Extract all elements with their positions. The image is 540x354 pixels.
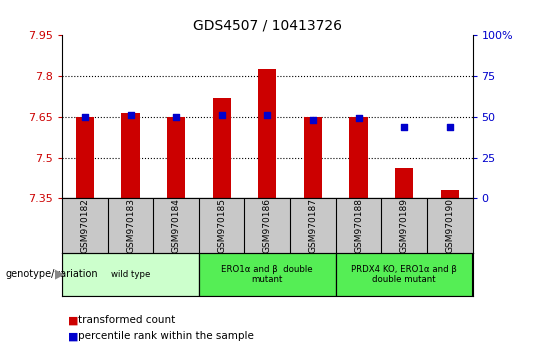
Point [263,112,272,118]
Bar [336,253,472,296]
Bar [199,253,336,296]
Bar [349,118,368,198]
Text: GSM970188: GSM970188 [354,198,363,253]
Bar [441,190,459,198]
Bar [167,117,185,198]
Point [308,117,317,123]
Point [80,114,89,120]
Text: GSM970190: GSM970190 [445,198,454,253]
Point [446,124,454,130]
Title: GDS4507 / 10413726: GDS4507 / 10413726 [193,19,342,33]
Text: GSM970189: GSM970189 [400,198,409,253]
Bar [258,69,276,198]
Point [400,124,408,130]
Bar [395,169,413,198]
Text: GSM970185: GSM970185 [217,198,226,253]
Bar [62,253,199,296]
Text: ■: ■ [68,315,78,325]
Text: PRDX4 KO, ERO1α and β
double mutant: PRDX4 KO, ERO1α and β double mutant [351,265,457,284]
Bar [213,98,231,198]
Text: GSM970186: GSM970186 [263,198,272,253]
Point [218,112,226,118]
Text: genotype/variation: genotype/variation [5,269,98,279]
Text: GSM970182: GSM970182 [80,198,90,253]
Text: ERO1α and β  double
mutant: ERO1α and β double mutant [221,265,313,284]
Bar [76,118,94,198]
Bar [304,118,322,198]
Text: wild type: wild type [111,270,150,279]
Text: ■: ■ [68,331,78,341]
Text: percentile rank within the sample: percentile rank within the sample [78,331,254,341]
Text: ▶: ▶ [55,268,65,281]
Text: GSM970187: GSM970187 [308,198,318,253]
Text: GSM970184: GSM970184 [172,198,180,253]
Point [172,114,180,120]
Bar [122,113,140,198]
Text: GSM970183: GSM970183 [126,198,135,253]
Point [354,116,363,121]
Text: transformed count: transformed count [78,315,176,325]
Point [126,112,135,118]
